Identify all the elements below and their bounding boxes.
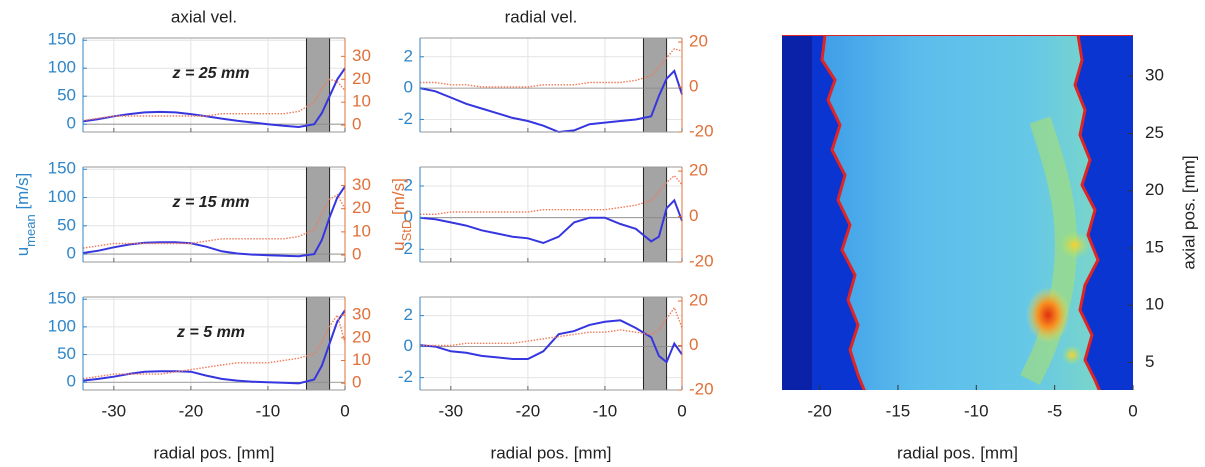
x-tick-label: -5	[1047, 401, 1062, 420]
y-tick-label: 50	[57, 215, 76, 234]
y2-tick-label: 0	[352, 245, 361, 264]
series-line	[82, 67, 346, 129]
y2-tick-label: 10	[352, 350, 371, 369]
x-tick-label: -15	[886, 401, 911, 420]
y2-tick-label: 10	[352, 221, 371, 240]
y-axis-label: axial pos. [mm]	[1179, 155, 1198, 269]
x-tick-label: -30	[439, 401, 464, 420]
axis-label-unit: [m/s]	[389, 178, 408, 220]
y2-tick-label: 30	[352, 175, 371, 194]
y2-tick-label: 20	[689, 161, 708, 180]
axis-label-base: u	[13, 247, 32, 256]
y-tick-label: 20	[1145, 180, 1164, 199]
flame-image	[782, 35, 1133, 390]
shaded-region	[642, 296, 668, 391]
x-tick-label: -10	[256, 401, 281, 420]
y-tick-label: 0	[67, 244, 76, 263]
y2-tick-label: -20	[689, 121, 714, 140]
x-tick-label: -10	[964, 401, 989, 420]
y-tick-label: 0	[67, 372, 76, 391]
x-axis-label: radial pos. [mm]	[491, 443, 612, 462]
shaded-region	[305, 296, 331, 391]
annotation: z = 15 mm	[172, 194, 250, 211]
y-tick-label: 0	[404, 78, 413, 97]
y-tick-label: 25	[1145, 123, 1164, 142]
y-tick-label: 150	[48, 159, 76, 178]
series-line	[82, 185, 346, 258]
y-tick-label: 50	[57, 86, 76, 105]
x-axis-label: radial pos. [mm]	[154, 443, 275, 462]
x-tick-label: 0	[677, 401, 686, 420]
y-tick-label: -2	[398, 367, 413, 386]
y2-tick-label: 20	[352, 69, 371, 88]
x-tick-label: 0	[340, 401, 349, 420]
shaded-region	[642, 166, 668, 263]
x-tick-label: 0	[1128, 401, 1137, 420]
series-line	[420, 48, 683, 88]
series-line	[420, 174, 683, 215]
series-line	[419, 69, 683, 134]
y-tick-label: 150	[48, 289, 76, 308]
y-tick-label: 30	[1145, 66, 1164, 85]
x-tick-label: -20	[179, 401, 204, 420]
axis-label: uStD [m/s]	[389, 178, 413, 251]
y2-tick-label: 10	[352, 92, 371, 111]
series-line	[82, 309, 346, 385]
y2-tick-label: 20	[689, 290, 708, 309]
y-tick-label: 150	[48, 30, 76, 49]
y-tick-label: -2	[398, 109, 413, 128]
series-line	[419, 198, 683, 245]
y-tick-label: -2	[398, 239, 413, 258]
y2-tick-label: 30	[352, 46, 371, 65]
series-line	[419, 319, 683, 364]
y-tick-label: 100	[48, 187, 76, 206]
x-tick-label: -30	[102, 401, 127, 420]
y2-tick-label: 0	[352, 115, 361, 134]
axis-label: umean [m/s]	[13, 173, 37, 257]
y2-tick-label: 0	[689, 206, 698, 225]
y2-tick-label: 0	[352, 373, 361, 392]
series-line	[82, 193, 346, 249]
y2-tick-label: 0	[689, 335, 698, 354]
y-tick-label: 0	[67, 114, 76, 133]
y-tick-label: 2	[404, 46, 413, 65]
x-tick-label: -20	[807, 401, 832, 420]
y2-tick-label: 20	[352, 327, 371, 346]
chart-title: axial vel.	[171, 7, 237, 26]
series-line	[82, 78, 346, 122]
y-tick-label: 5	[1145, 352, 1154, 371]
y2-tick-label: 0	[689, 77, 698, 96]
series-line	[82, 313, 346, 380]
y-tick-label: 100	[48, 58, 76, 77]
y-tick-label: 0	[404, 336, 413, 355]
y-tick-label: 2	[404, 175, 413, 194]
y-tick-label: 2	[404, 305, 413, 324]
y-tick-label: 100	[48, 316, 76, 335]
annotation: z = 5 mm	[176, 324, 245, 341]
y-tick-label: 10	[1145, 295, 1164, 314]
x-tick-label: -20	[516, 401, 541, 420]
series-line	[420, 306, 683, 347]
y-tick-label: 0	[404, 207, 413, 226]
y2-tick-label: 30	[352, 305, 371, 324]
annotation: z = 25 mm	[172, 65, 250, 82]
axis-label-sub: mean	[23, 214, 38, 247]
y2-tick-label: -20	[689, 379, 714, 398]
chart-title: radial vel.	[505, 7, 578, 26]
axis-label-sub: StD	[399, 220, 414, 242]
y-tick-label: 50	[57, 344, 76, 363]
axis-label-unit: [m/s]	[13, 173, 32, 215]
y-tick-label: 15	[1145, 237, 1164, 256]
x-tick-label: -10	[593, 401, 618, 420]
y2-tick-label: 20	[352, 198, 371, 217]
y2-tick-label: 20	[689, 32, 708, 51]
y2-tick-label: -20	[689, 251, 714, 270]
axis-label-base: u	[389, 241, 408, 250]
x-axis-label: radial pos. [mm]	[897, 443, 1018, 462]
